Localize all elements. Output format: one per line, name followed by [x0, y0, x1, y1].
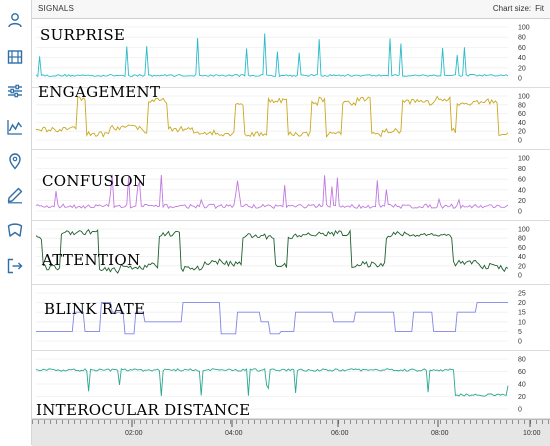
- signal-chart: 25 20 15 10 5 0: [32, 291, 550, 351]
- signal-panel-blink-rate: 25 20 15 10 5 0 BLINK RATE: [32, 285, 550, 351]
- y-tick-label: 100: [518, 227, 530, 234]
- y-tick-label: 25: [518, 291, 526, 298]
- series-line: [35, 33, 509, 78]
- y-tick-label: 0: [518, 407, 522, 414]
- signal-chart: 80 60 40 20 0: [32, 357, 550, 419]
- y-tick-label: 60: [518, 245, 526, 252]
- signal-title: ATTENTION: [42, 251, 141, 269]
- time-tick-label: 06:00: [331, 430, 349, 437]
- y-tick-label: 20: [518, 129, 526, 136]
- signal-title: SURPRISE: [40, 26, 126, 44]
- time-tick-label: 08:00: [431, 430, 449, 437]
- signal-panel-confusion: 100 80 60 40 20 0 CONFUSION: [32, 150, 550, 221]
- signals-header: SIGNALS Chart size: Fit: [32, 0, 550, 19]
- chart-size-label: Chart size:: [492, 4, 532, 13]
- y-tick-label: 15: [518, 310, 526, 317]
- y-tick-label: 0: [518, 76, 522, 83]
- line-chart-icon[interactable]: [6, 118, 24, 136]
- y-tick-label: 100: [518, 25, 530, 32]
- y-tick-label: 40: [518, 382, 526, 389]
- y-tick-label: 60: [518, 369, 526, 376]
- chart-size-value[interactable]: Fit: [535, 4, 544, 13]
- y-tick-label: 80: [518, 357, 526, 364]
- y-tick-label: 100: [518, 94, 530, 101]
- time-tick-label: 10:00: [523, 430, 541, 437]
- signal-chart: 100 80 60 40 20 0: [32, 25, 550, 88]
- y-tick-label: 0: [518, 209, 522, 216]
- signal-panel-engagement: 100 80 60 40 20 0 ENGAGEMENT: [32, 83, 550, 150]
- y-tick-label: 20: [518, 300, 526, 307]
- signal-title: BLINK RATE: [44, 300, 146, 318]
- y-tick-label: 80: [518, 35, 526, 42]
- y-tick-label: 10: [518, 319, 526, 326]
- page-title: SIGNALS: [38, 4, 75, 13]
- bookmark-icon[interactable]: [6, 221, 24, 239]
- chart-size-control[interactable]: Chart size: Fit: [489, 4, 544, 13]
- y-tick-label: 20: [518, 394, 526, 401]
- sidebar: [0, 0, 32, 445]
- timeline-scrubber[interactable]: 02:00 04:00 06:00 08:00 10:00: [32, 419, 550, 446]
- pencil-icon[interactable]: [6, 186, 24, 204]
- series-line: [35, 174, 509, 210]
- signal-panel-interocular-distance: 80 60 40 20 0 INTEROCULAR DISTANCE: [32, 351, 550, 419]
- logout-icon[interactable]: [6, 257, 24, 275]
- y-tick-label: 40: [518, 254, 526, 261]
- y-tick-label: 40: [518, 187, 526, 194]
- y-tick-label: 0: [518, 273, 522, 280]
- signal-chart: 100 80 60 40 20 0: [32, 227, 550, 285]
- sliders-icon[interactable]: [6, 82, 24, 100]
- y-tick-label: 20: [518, 198, 526, 205]
- y-tick-label: 100: [518, 156, 530, 163]
- series-line: [35, 95, 509, 139]
- series-line: [35, 368, 509, 397]
- signal-panel-attention: 100 80 60 40 20 0 ATTENTION: [32, 221, 550, 285]
- y-tick-label: 80: [518, 102, 526, 109]
- time-tick-label: 02:00: [125, 430, 143, 437]
- y-tick-label: 20: [518, 263, 526, 270]
- series-line: [35, 229, 509, 274]
- signal-title: CONFUSION: [42, 172, 147, 190]
- y-tick-label: 40: [518, 120, 526, 127]
- user-icon[interactable]: [6, 11, 24, 29]
- y-tick-label: 0: [518, 138, 522, 145]
- y-tick-label: 20: [518, 65, 526, 72]
- signal-panel-surprise: 100 80 60 40 20 0 SURPRISE: [32, 19, 550, 88]
- signal-title: INTEROCULAR DISTANCE: [36, 401, 251, 419]
- y-tick-label: 5: [518, 329, 522, 336]
- y-tick-label: 0: [518, 339, 522, 346]
- y-tick-label: 60: [518, 45, 526, 52]
- signal-title: ENGAGEMENT: [38, 83, 161, 101]
- time-tick-label: 04:00: [225, 430, 243, 437]
- y-tick-label: 60: [518, 177, 526, 184]
- y-tick-label: 80: [518, 166, 526, 173]
- y-tick-label: 80: [518, 236, 526, 243]
- y-tick-label: 60: [518, 111, 526, 118]
- series-line: [36, 302, 508, 335]
- film-icon[interactable]: [6, 48, 24, 66]
- map-pin-icon[interactable]: [6, 152, 24, 170]
- signal-charts: 100 80 60 40 20 0 SURPRISE 100 80 60 40 20 0 ENGAGEME…: [32, 19, 550, 419]
- y-tick-label: 40: [518, 55, 526, 62]
- signal-chart: 100 80 60 40 20 0: [32, 156, 550, 221]
